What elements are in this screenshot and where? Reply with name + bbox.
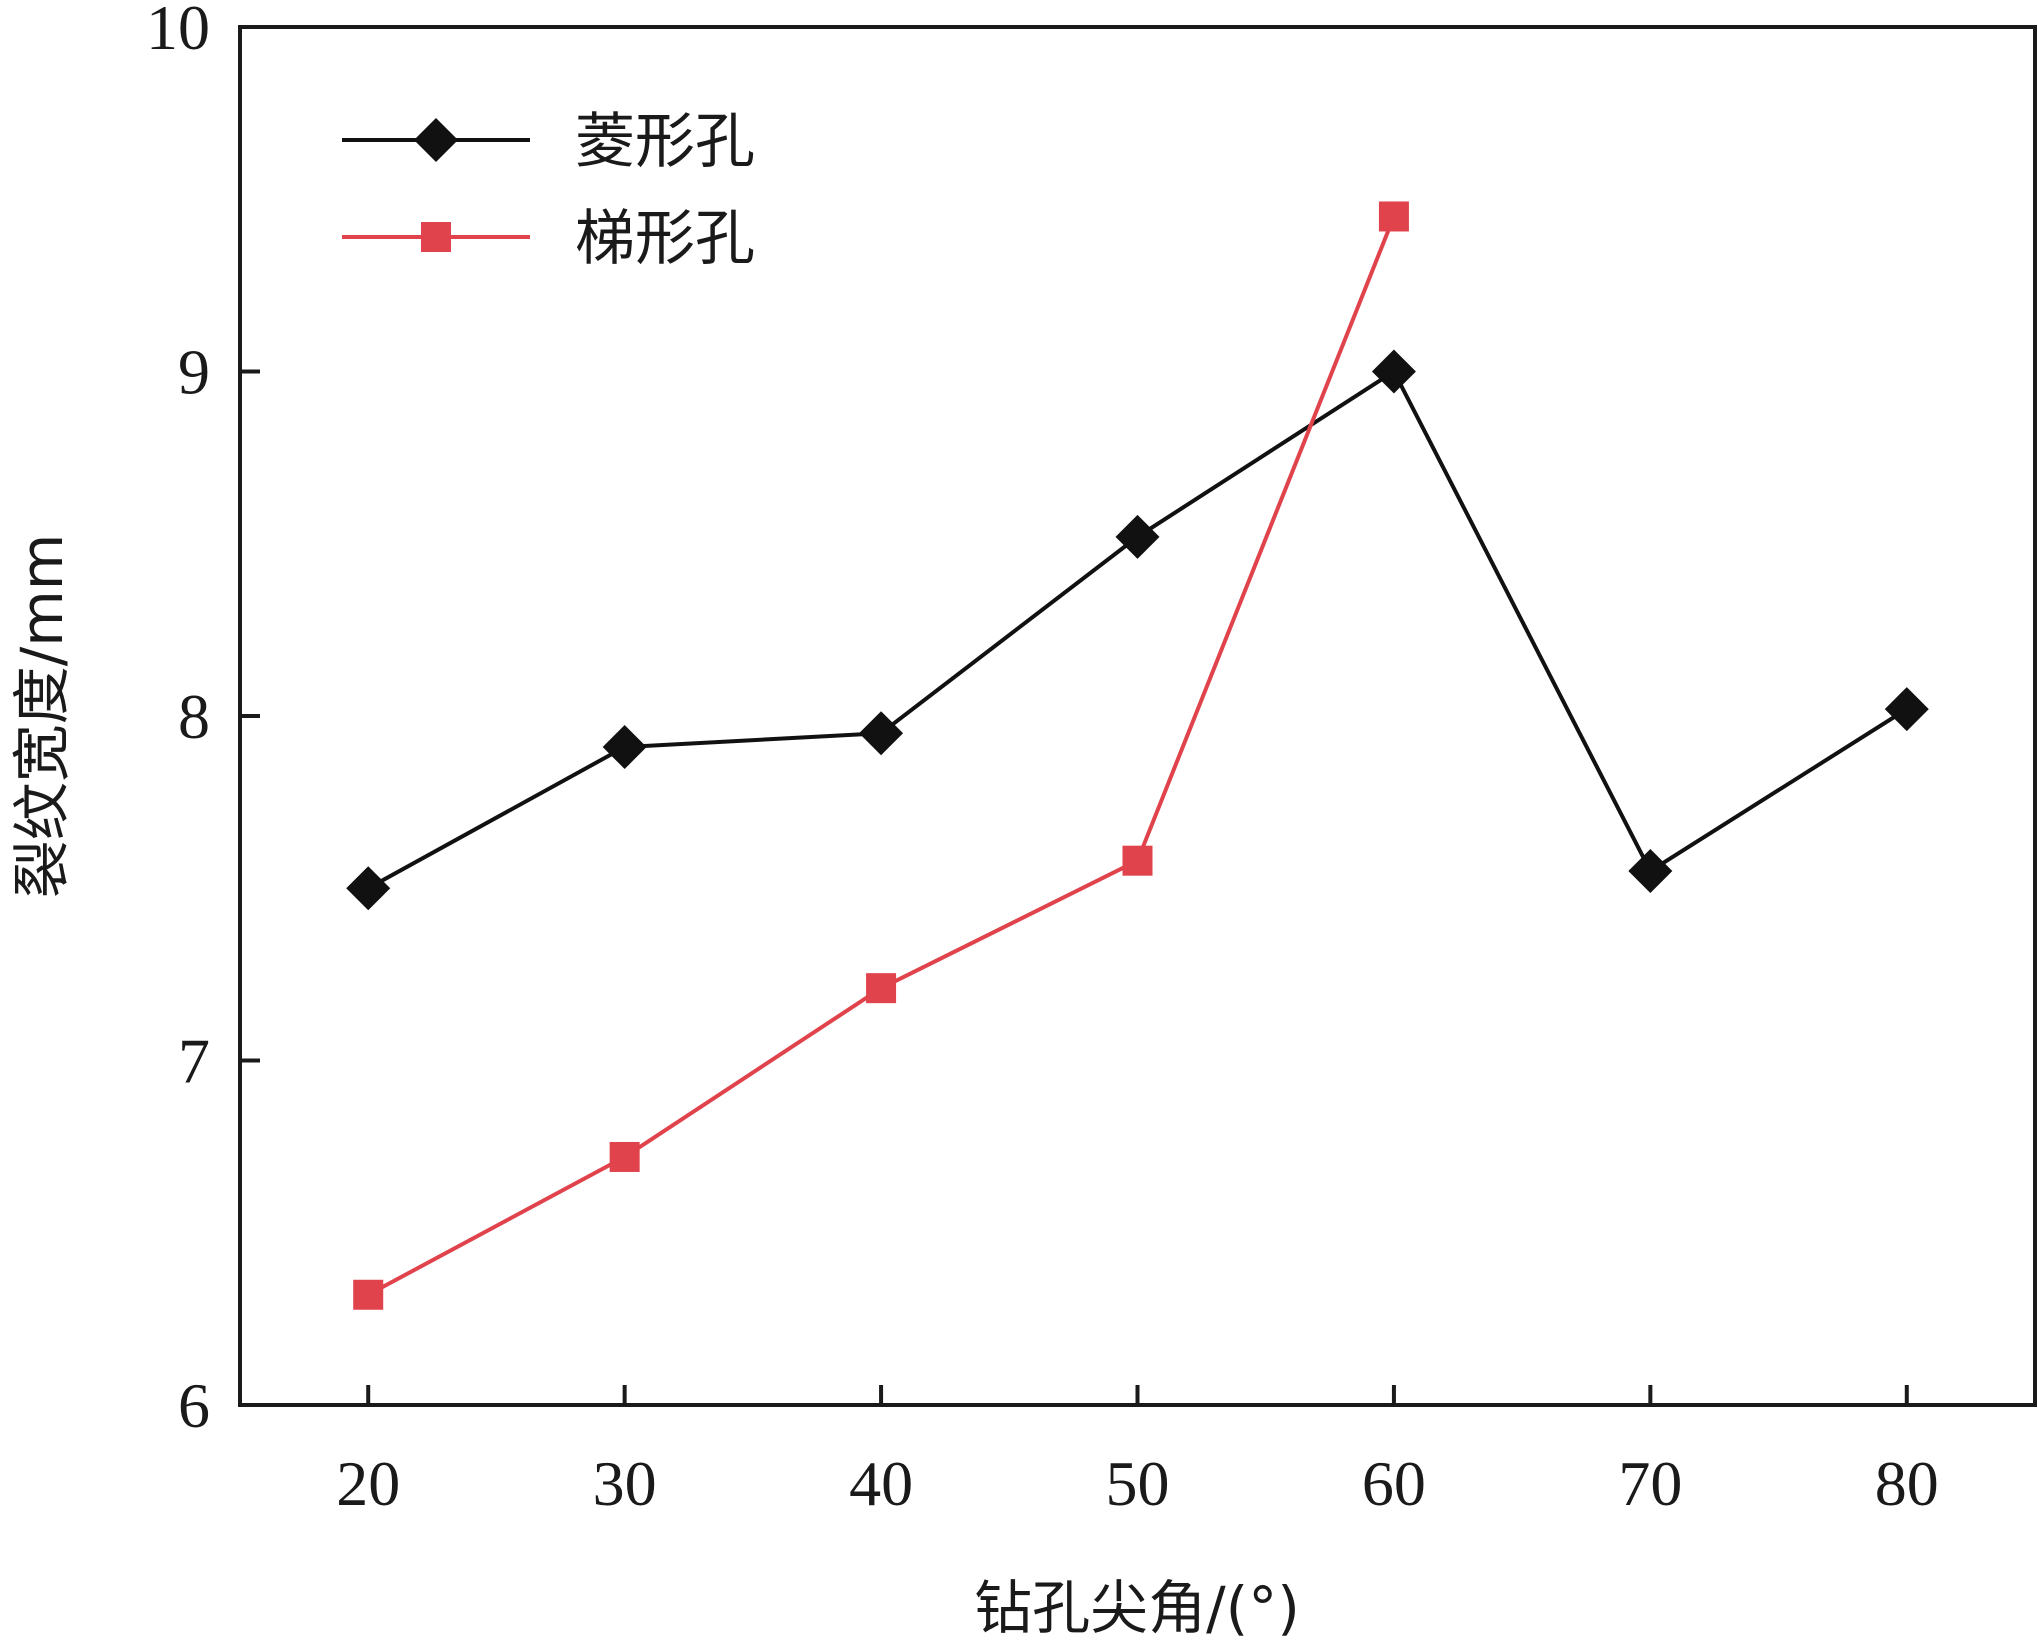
x-tick-label: 40	[849, 1448, 913, 1519]
data-point-square	[1378, 201, 1409, 232]
y-tick-label: 9	[178, 337, 210, 408]
data-point-square	[866, 973, 897, 1004]
series-line-0	[367, 369, 1908, 891]
plot-frame	[238, 25, 2037, 1407]
legend-label-diamond: 菱形孔	[575, 107, 755, 177]
legend-label-trapezoid: 梯形孔	[575, 204, 755, 274]
legend-marker-square	[421, 222, 451, 252]
x-axis-label: 钻孔尖角/(°)	[974, 1574, 1300, 1642]
x-tick-label: 30	[593, 1448, 657, 1519]
x-tick-label: 20	[336, 1448, 400, 1519]
data-point-square	[1122, 845, 1153, 876]
x-tick-label: 80	[1875, 1448, 1939, 1519]
data-point-diamond	[1884, 687, 1929, 732]
data-point-square	[609, 1141, 640, 1172]
y-tick-label: 6	[178, 1370, 210, 1441]
data-point-diamond	[1115, 514, 1160, 559]
data-point-square	[353, 1279, 384, 1310]
x-tick-label: 50	[1106, 1448, 1170, 1519]
legend: 菱形孔 梯形孔	[342, 107, 755, 274]
y-tick-label: 7	[178, 1026, 210, 1097]
data-point-diamond	[859, 711, 904, 756]
data-point-diamond	[1628, 849, 1673, 894]
series-layer	[346, 201, 1929, 1310]
data-point-diamond	[1371, 349, 1416, 394]
series-line-1	[367, 215, 1396, 1297]
x-tick-label: 70	[1618, 1448, 1682, 1519]
y-axis-label: 裂纹宽度/mm	[8, 534, 76, 899]
y-tick-label: 10	[146, 0, 210, 63]
data-point-diamond	[346, 866, 391, 911]
y-tick-label: 8	[178, 681, 210, 752]
data-point-diamond	[602, 725, 647, 770]
legend-marker-diamond	[414, 118, 458, 162]
x-tick-label: 60	[1362, 1448, 1426, 1519]
axis-ticks: 20 30 40 50 60 70 80 6 7 8 9 10	[146, 0, 1939, 1519]
